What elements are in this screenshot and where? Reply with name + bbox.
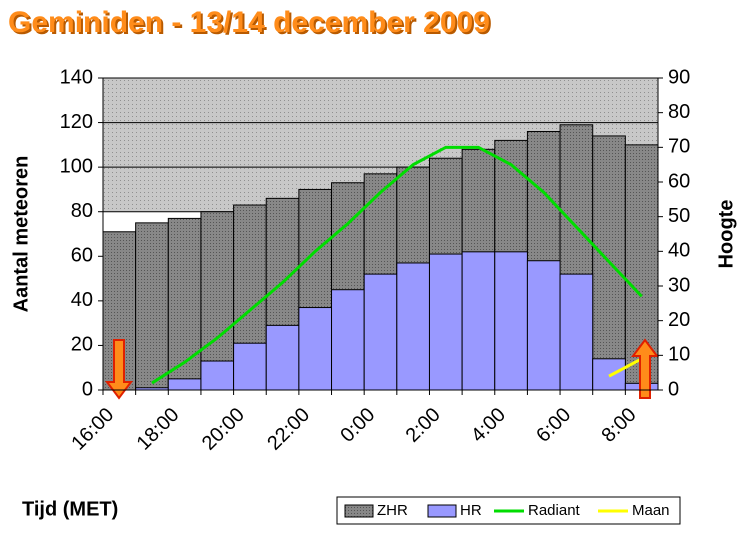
y2-tick-label: 50 [668,205,690,227]
bar [167,378,202,391]
bar [559,273,594,391]
y2-tick-label: 10 [668,344,690,366]
legend-label: Radiant [528,502,581,519]
bar [396,262,430,391]
chart-title: Geminiden - 13/14 december 2009 [8,6,490,39]
bar [167,217,202,391]
y2-tick-label: 70 [668,136,690,158]
y2-tick-label: 60 [668,170,690,192]
y-tick-label: 20 [71,334,93,356]
y-axis-label: Aantal meteoren [10,156,32,313]
x-tick-label: 18:00 [133,404,184,455]
bar [363,273,398,391]
bar [298,307,333,391]
x-tick-label: 6:00 [532,404,575,447]
bar [494,251,528,391]
x-tick-label: 22:00 [263,404,314,455]
x-axis-label: Tijd (MET) [22,498,118,520]
bar [428,253,463,391]
y-tick-label: 60 [71,245,93,267]
y-tick-label: 80 [71,200,93,222]
y-tick-label: 0 [82,378,93,400]
bar [461,251,496,391]
legend-swatch [427,504,457,518]
bar [526,260,561,391]
arrow-up [631,338,659,399]
title-shadow: Geminiden - 13/14 december 2009 [10,8,492,41]
y2-tick-label: 90 [668,66,690,88]
x-tick-label: 20:00 [198,404,249,455]
y-tick-label: 140 [60,66,93,88]
y2-tick-label: 0 [668,378,679,400]
y2-axis-label: Hoogte [715,200,737,269]
x-tick-label: 8:00 [598,404,641,447]
bar [592,358,626,391]
bar [200,360,235,391]
bar [135,222,169,391]
x-tick-label: 0:00 [336,404,379,447]
line [608,357,643,378]
bar [233,342,267,391]
legend-label: Maan [632,502,670,519]
y2-tick-label: 20 [668,309,690,331]
x-tick-label: 16:00 [67,404,118,455]
y-tick-label: 100 [60,155,93,177]
y-tick-label: 120 [60,111,93,133]
legend-swatch [344,504,374,518]
x-tick-label: 2:00 [402,404,445,447]
y-tick-label: 40 [71,289,93,311]
y2-tick-label: 40 [668,240,690,262]
line [151,145,643,385]
bar [331,289,365,391]
legend-label: ZHR [377,502,408,519]
bar [265,324,300,391]
legend-label: HR [460,502,482,519]
y2-tick-label: 30 [668,274,690,296]
y2-tick-label: 80 [668,101,690,123]
x-tick-label: 4:00 [467,404,510,447]
